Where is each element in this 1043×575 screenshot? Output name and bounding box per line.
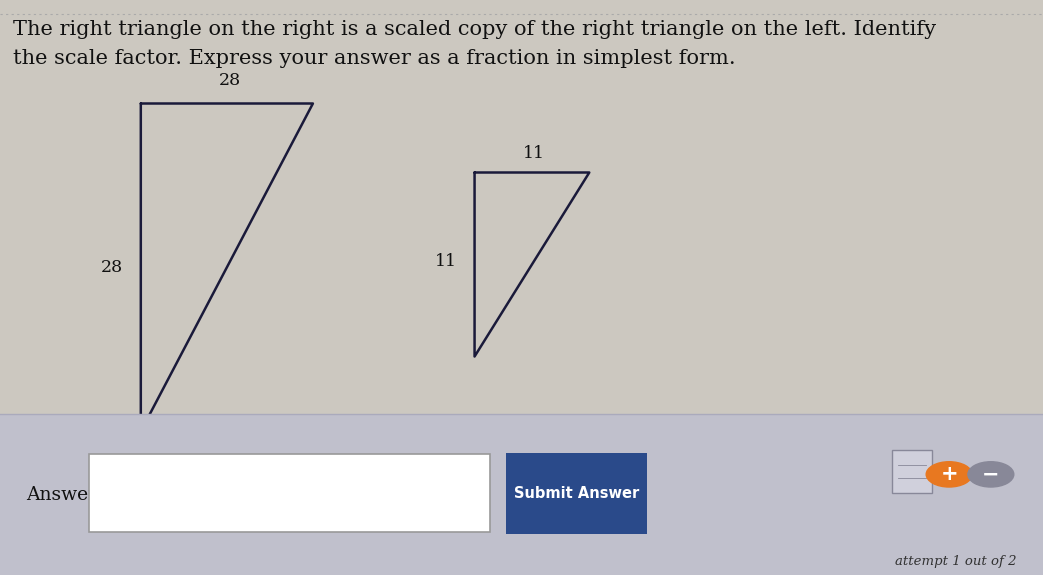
Circle shape bbox=[926, 462, 972, 487]
Text: +: + bbox=[941, 465, 957, 484]
Text: Submit Answer: Submit Answer bbox=[513, 486, 639, 501]
Text: 11: 11 bbox=[435, 253, 457, 270]
FancyBboxPatch shape bbox=[506, 453, 647, 534]
Text: 28: 28 bbox=[101, 259, 123, 276]
Text: Answer:: Answer: bbox=[26, 485, 103, 504]
Text: attempt 1 out of 2: attempt 1 out of 2 bbox=[896, 555, 1017, 568]
FancyBboxPatch shape bbox=[0, 414, 1043, 575]
Text: −: − bbox=[983, 465, 999, 484]
FancyBboxPatch shape bbox=[89, 454, 490, 532]
Text: 28: 28 bbox=[218, 72, 241, 89]
Text: the scale factor. Express your answer as a fraction in simplest form.: the scale factor. Express your answer as… bbox=[13, 49, 735, 68]
Circle shape bbox=[968, 462, 1014, 487]
Text: The right triangle on the right is a scaled copy of the right triangle on the le: The right triangle on the right is a sca… bbox=[13, 20, 936, 39]
Text: 11: 11 bbox=[523, 145, 545, 162]
FancyBboxPatch shape bbox=[892, 450, 932, 493]
